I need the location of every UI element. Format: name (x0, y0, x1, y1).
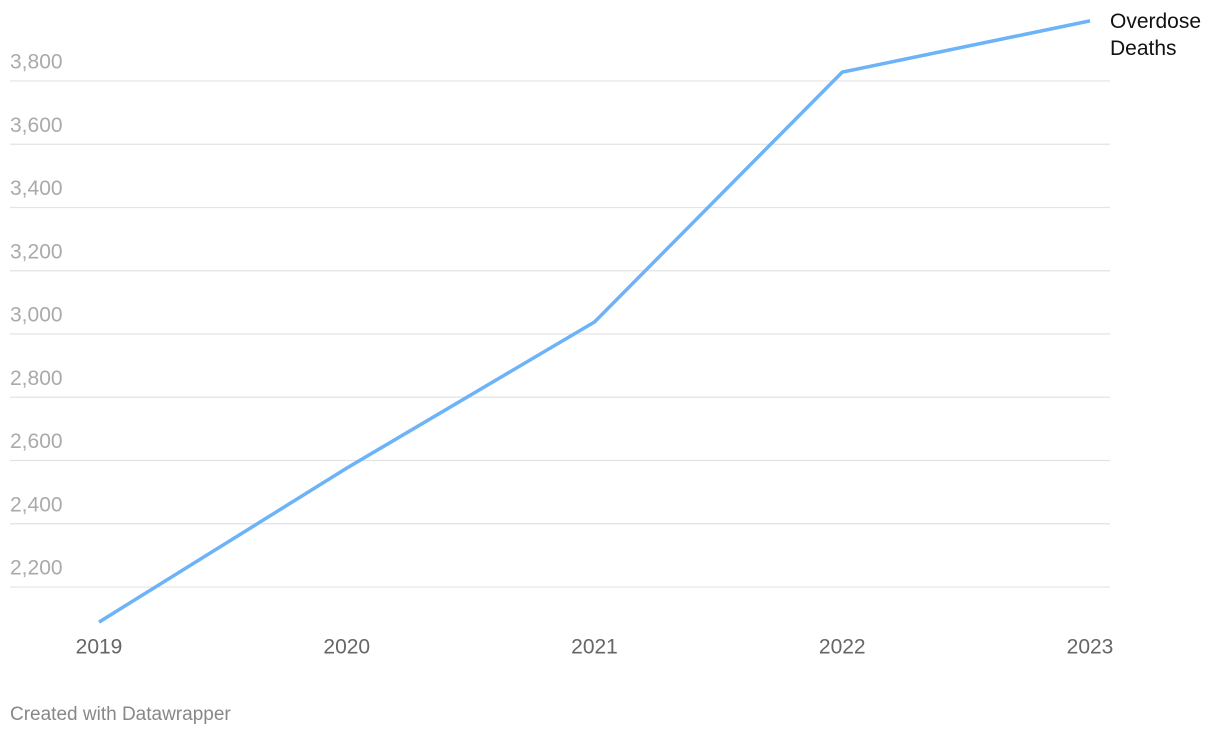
x-tick-label: 2020 (323, 636, 370, 659)
y-tick-label: 3,800 (10, 51, 63, 74)
x-tick-label: 2021 (571, 636, 618, 659)
y-tick-label: 2,400 (10, 493, 63, 516)
x-tick-label: 2022 (819, 636, 866, 659)
y-tick-label: 3,200 (10, 240, 63, 263)
source-note: Created with Datawrapper (10, 704, 231, 725)
y-tick-label: 3,600 (10, 114, 63, 137)
y-tick-label: 2,200 (10, 557, 63, 580)
y-tick-label: 2,800 (10, 367, 63, 390)
y-tick-label: 3,000 (10, 304, 63, 327)
x-tick-label: 2019 (76, 636, 123, 659)
x-tick-label: 2023 (1067, 636, 1114, 659)
y-tick-label: 2,600 (10, 430, 63, 453)
y-tick-label: 3,400 (10, 177, 63, 200)
series-label: Overdose Deaths (1110, 9, 1201, 59)
data-line (98, 19, 1091, 624)
